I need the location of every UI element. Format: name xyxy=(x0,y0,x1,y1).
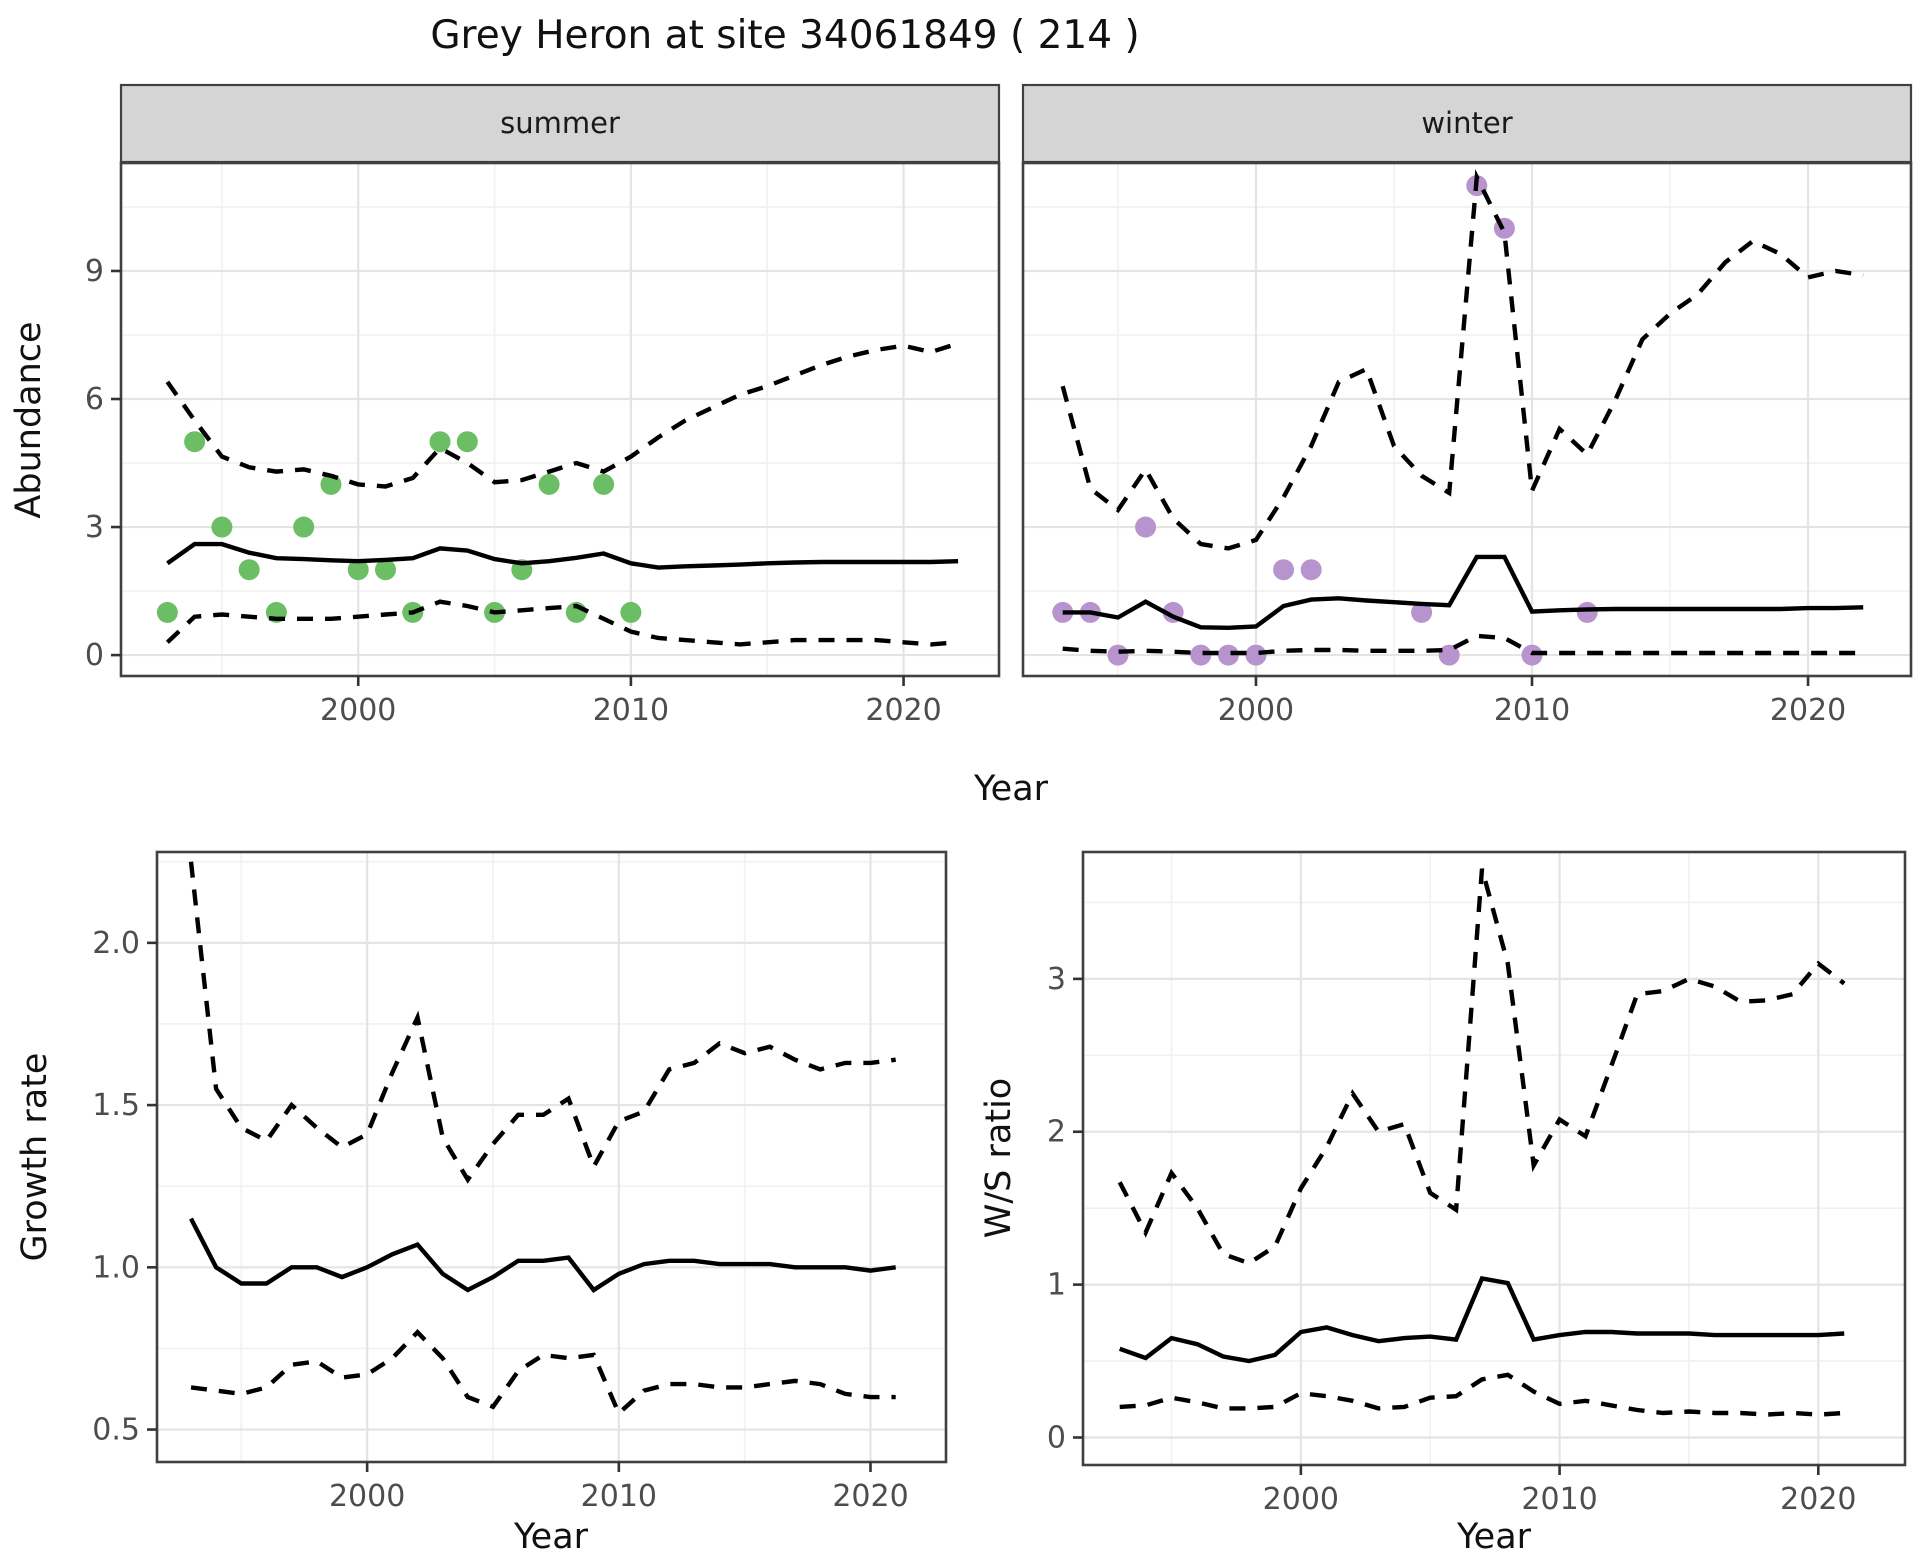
data-point-abundance_winter xyxy=(1245,644,1267,666)
upper-ci-line xyxy=(165,341,959,489)
x-tick-label: 2000 xyxy=(1218,693,1294,728)
data-point-abundance_winter xyxy=(1190,644,1212,666)
data-point-abundance_winter xyxy=(1438,644,1460,666)
data-point-abundance_winter xyxy=(1273,559,1295,581)
y-tick-label: 1.0 xyxy=(92,1250,140,1285)
data-point-abundance_summer xyxy=(429,431,451,453)
panel-border xyxy=(1081,850,1907,1467)
labels-layer: Grey Heron at site 34061849 ( 214 ) summ… xyxy=(9,13,1532,1557)
lower-ci-line xyxy=(190,1329,896,1417)
data-point-abundance_winter xyxy=(1576,601,1598,623)
lower-ci-line xyxy=(1119,1372,1845,1417)
x-tick-label: 2010 xyxy=(581,1479,657,1514)
y-axis-title-ws: W/S ratio xyxy=(979,1078,1019,1238)
lower-ci-line xyxy=(1062,633,1864,656)
x-tick-label: 2000 xyxy=(320,693,396,728)
y-tick-label: 0 xyxy=(85,638,104,673)
x-tick-label: 2000 xyxy=(329,1479,405,1514)
x-axis-title-top: Year xyxy=(973,769,1049,809)
x-tick-label: 2020 xyxy=(1770,693,1846,728)
panel-abundance_summer: 2000 2010 2020 0 3 6 9 xyxy=(85,83,1001,728)
data-point-abundance_summer xyxy=(238,559,260,581)
panel-background xyxy=(121,163,999,676)
data-point-abundance_winter xyxy=(1300,559,1322,581)
y-tick-label: 3 xyxy=(85,510,104,545)
facet-label-summer: summer xyxy=(500,106,620,140)
panel-background xyxy=(1023,163,1911,676)
facet-strip xyxy=(1021,83,1913,164)
y-tick-label: 6 xyxy=(85,382,104,417)
data-point-abundance_summer xyxy=(374,559,396,581)
x-axis-title-ws: Year xyxy=(1456,1517,1532,1557)
y-tick-label: 0 xyxy=(1047,1420,1066,1455)
x-tick-label: 2020 xyxy=(865,693,941,728)
panel-ws_ratio: 2000 2010 2020 0 1 2 3 xyxy=(1047,850,1907,1517)
y-axis-title-abundance: Abundance xyxy=(9,321,49,518)
panel-background xyxy=(1083,852,1905,1465)
lower-ci-line xyxy=(165,599,959,647)
x-tick-label: 2010 xyxy=(1521,1482,1597,1517)
y-tick-label: 9 xyxy=(85,254,104,289)
x-tick-label: 2020 xyxy=(1780,1482,1856,1517)
y-tick-label: 0.5 xyxy=(92,1413,140,1448)
data-point-abundance_winter xyxy=(1135,516,1157,538)
x-tick-label: 2020 xyxy=(832,1479,908,1514)
data-point-abundance_summer xyxy=(184,431,206,453)
y-tick-label: 1 xyxy=(1047,1268,1066,1303)
data-point-abundance_summer xyxy=(620,601,642,623)
facet-strip xyxy=(119,83,1001,164)
x-tick-label: 2010 xyxy=(593,693,669,728)
data-point-abundance_winter xyxy=(1217,644,1239,666)
y-tick-label: 2.0 xyxy=(92,926,140,961)
y-tick-label: 3 xyxy=(1047,962,1066,997)
median-line xyxy=(1118,1276,1845,1364)
data-point-abundance_summer xyxy=(538,473,560,495)
data-point-abundance_summer xyxy=(347,559,369,581)
x-tick-label: 2000 xyxy=(1263,1482,1339,1517)
figure-title: Grey Heron at site 34061849 ( 214 ) xyxy=(430,13,1139,58)
data-point-abundance_winter xyxy=(1411,601,1433,623)
data-point-abundance_summer xyxy=(211,516,233,538)
y-axis-title-growth: Growth rate xyxy=(15,1053,55,1262)
y-tick-label: 2 xyxy=(1047,1115,1066,1150)
upper-ci-line xyxy=(1117,868,1846,1266)
panel-background xyxy=(157,852,946,1462)
x-tick-label: 2010 xyxy=(1494,693,1570,728)
x-axis-title-growth: Year xyxy=(513,1517,589,1557)
data-point-abundance_summer xyxy=(293,516,315,538)
upper-ci-line xyxy=(188,861,896,1184)
facet-label-winter: winter xyxy=(1421,106,1512,140)
panel-growth_rate: 2000 2010 2020 0.5 1.0 1.5 2.0 xyxy=(92,850,948,1514)
data-point-abundance_summer xyxy=(156,601,178,623)
median-line xyxy=(1062,554,1864,631)
y-tick-label: 1.5 xyxy=(92,1088,140,1123)
median-line xyxy=(166,541,959,570)
median-line xyxy=(189,1217,896,1293)
data-point-abundance_winter xyxy=(1107,644,1129,666)
data-point-abundance_summer xyxy=(593,473,615,495)
panel-abundance_winter: 2000 2010 2020 xyxy=(1021,83,1913,728)
panel-border xyxy=(155,850,948,1464)
data-point-abundance_summer xyxy=(456,431,478,453)
